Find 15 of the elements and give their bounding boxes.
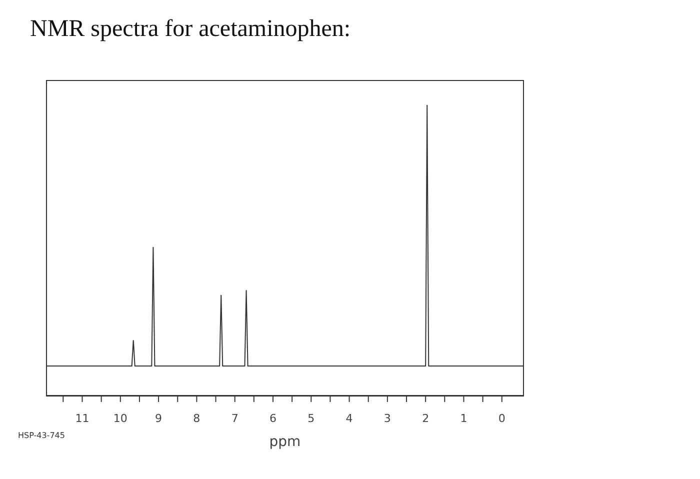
x-tick-label: 0 [498, 412, 506, 425]
x-tick-label: 10 [113, 412, 128, 425]
x-tick-label: 5 [308, 412, 315, 425]
x-tick-label: 6 [269, 412, 276, 425]
x-tick-label: 7 [231, 412, 238, 425]
chart-title: NMR spectra for acetaminophen: [30, 16, 351, 43]
x-tick-label: 1 [460, 412, 468, 425]
x-tick-label: 4 [346, 412, 353, 425]
text: HSP-43-745 [18, 431, 65, 440]
x-tick-label: 2 [422, 412, 430, 425]
x-axis-title: ppm [269, 434, 301, 450]
x-tick-label: 8 [193, 412, 200, 425]
x-tick-label: 11 [75, 412, 90, 425]
x-tick-label: 9 [155, 412, 162, 425]
x-tick-label: 3 [384, 412, 391, 425]
